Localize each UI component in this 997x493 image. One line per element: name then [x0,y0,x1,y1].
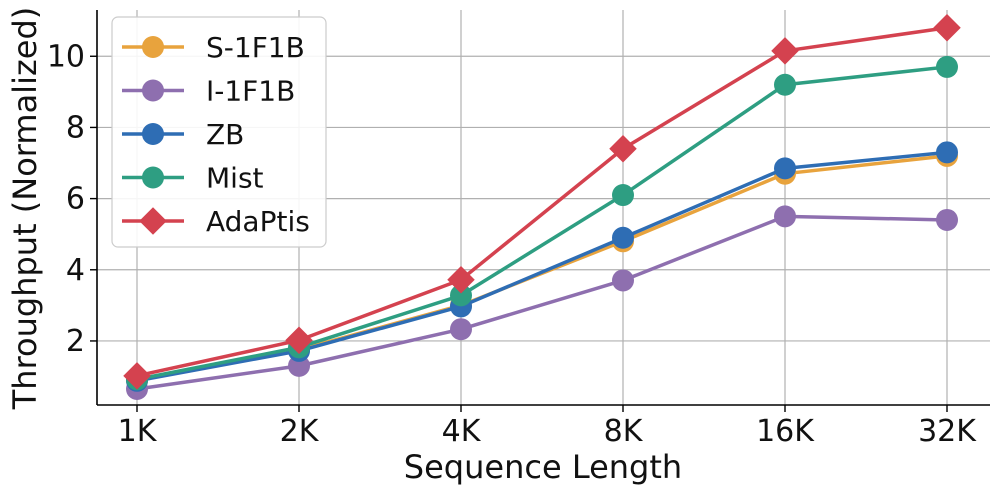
tick-labels: 1K 2K 4K 8K 16K 32K 2 4 6 8 10 [47,39,977,449]
data-point-adaptis [123,362,151,390]
legend-label: AdaPtis [206,205,310,238]
data-point-mist [774,73,796,96]
legend-marker [142,166,164,189]
x-tick-label: 1K [118,414,158,449]
x-tick-label: 32K [918,414,977,449]
legend-item-zb: ZB [122,118,244,151]
y-tick-label: 8 [66,110,85,145]
data-point-zb [774,157,796,180]
data-point-mist [936,55,958,78]
y-tick-label: 2 [66,324,85,359]
legend-label: S-1F1B [206,31,305,64]
x-tick-label: 8K [604,414,644,449]
legend-marker [142,36,164,58]
legend-frame [111,16,327,248]
series-line-zb [136,150,948,383]
axes [96,10,990,406]
x-tick-label: 4K [442,414,482,449]
data-point-i-1f1b [936,208,958,231]
y-tick-label: 4 [66,253,85,288]
y-tick-label: 10 [47,39,85,74]
data-point-adaptis [609,135,637,163]
data-point-mist [450,284,472,307]
legend-item-mist: Mist [122,162,264,195]
y-axis-label: Throughput (Normalized) [6,7,44,410]
data-point-i-1f1b [612,269,634,292]
legend: S-1F1B I-1F1B ZB Mist AdaPtis [111,16,327,248]
data-point-zb [936,141,958,164]
legend-label: ZB [206,118,244,151]
data-point-adaptis [933,14,961,42]
legend-marker [139,207,167,235]
legend-marker [142,123,164,145]
data-point-adaptis [771,37,799,65]
legend-marker [142,79,164,102]
y-tick-label: 6 [66,182,85,217]
data-point-adaptis [447,265,475,294]
series-adaptis [123,14,961,390]
data-point-adaptis [285,326,313,354]
series-group [123,14,961,400]
series-line-mist [136,65,948,382]
legend-label: Mist [206,162,264,195]
x-axis-label: Sequence Length [404,448,682,486]
x-tick-label: 2K [280,414,320,449]
series-line-i-1f1b [136,214,948,391]
legend-item-s-1f1b: S-1F1B [122,31,305,64]
series-line-adaptis [136,26,948,378]
data-point-zb [612,226,634,249]
data-point-i-1f1b [774,205,796,228]
legend-label: I-1F1B [206,75,295,108]
data-point-i-1f1b [450,318,472,341]
x-tick-label: 16K [756,414,815,449]
legend-item-i-1f1b: I-1F1B [122,75,295,108]
data-point-mist [612,184,634,207]
legend-item-adaptis: AdaPtis [122,205,310,238]
